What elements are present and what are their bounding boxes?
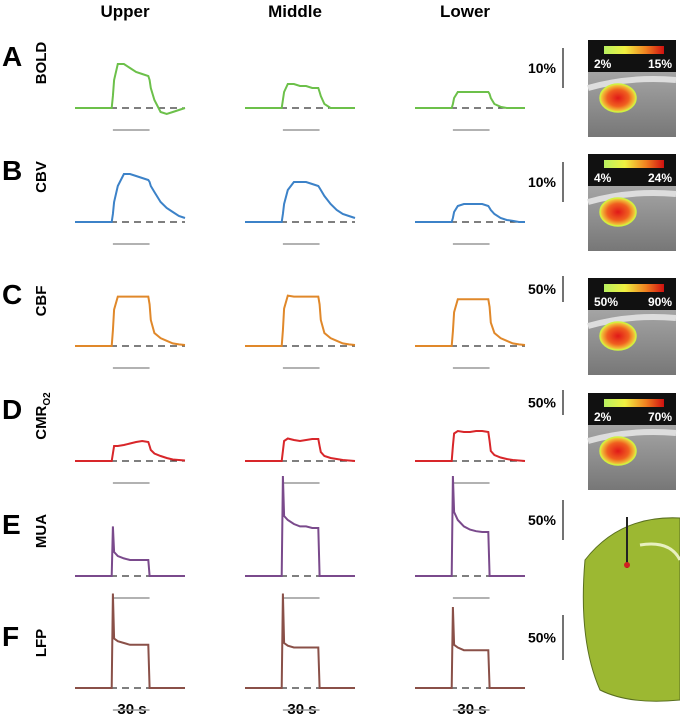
signal-label: BOLD (33, 42, 50, 85)
colorbar-max: 90% (648, 295, 672, 309)
activation-map: 2% 15% (587, 40, 677, 137)
activation-blob (599, 197, 637, 227)
trace (245, 181, 356, 223)
scale-label: 10% (528, 60, 557, 76)
trace (75, 439, 186, 462)
colorbar-max: 70% (648, 410, 672, 424)
colorbar-min: 50% (594, 295, 618, 309)
colorbar (604, 399, 664, 407)
electrode-tip (624, 562, 630, 568)
brain-outline (587, 314, 677, 329)
trace (415, 606, 525, 689)
trace (245, 83, 355, 109)
trace (245, 593, 355, 689)
activation-blob (599, 321, 637, 351)
brain-outline (587, 76, 677, 91)
panel-letter: F (2, 621, 19, 652)
colorbar (604, 46, 664, 54)
signal-label: CBV (33, 161, 50, 193)
brain-outline (587, 429, 677, 444)
panel-letter: E (2, 509, 21, 540)
signal-label: MUA (33, 514, 50, 548)
signal-name: BOLD (33, 42, 50, 85)
trace (415, 429, 526, 462)
colorbar-max: 24% (648, 171, 672, 185)
trace (75, 593, 185, 689)
signal-name: CBV (33, 161, 50, 193)
signal-name: CBF (33, 286, 50, 317)
panel-letter: D (2, 394, 22, 425)
map-header (588, 154, 676, 186)
trace (245, 475, 355, 577)
trace (415, 298, 526, 347)
signal-label: CBF (33, 286, 50, 317)
trace (415, 203, 525, 223)
panel-letter: B (2, 155, 22, 186)
column-header: Lower (440, 2, 490, 21)
trace (245, 294, 356, 347)
trace (75, 63, 186, 116)
trace (415, 475, 525, 577)
brain-outline (587, 190, 677, 205)
colorbar-max: 15% (648, 57, 672, 71)
trace (75, 173, 186, 223)
map-header (588, 40, 676, 72)
scale-label: 50% (528, 512, 557, 528)
signal-name: LFP (33, 629, 50, 657)
activation-map: 50% 90% (587, 278, 677, 375)
scale-label: 50% (528, 281, 557, 297)
signal-label: CMRO2 (33, 392, 53, 440)
column-header: Upper (100, 2, 150, 21)
colorbar-min: 2% (594, 410, 612, 424)
activation-blob (599, 436, 637, 466)
panel-letter: A (2, 41, 22, 72)
activation-map: 4% 24% (587, 154, 677, 251)
scale-label: 50% (528, 630, 557, 646)
column-header: Middle (268, 2, 322, 21)
map-header (588, 393, 676, 425)
colorbar (604, 284, 664, 292)
signal-name: CMR (33, 405, 50, 439)
panel-letter: C (2, 279, 22, 310)
activation-map: 2% 70% (587, 393, 677, 490)
trace (75, 526, 185, 577)
signal-label: LFP (33, 629, 50, 657)
histology (582, 517, 680, 702)
signal-name: MUA (33, 514, 50, 548)
scale-label: 10% (528, 174, 557, 190)
activation-blob (599, 83, 637, 113)
colorbar (604, 160, 664, 168)
trace (415, 91, 525, 109)
trace (75, 295, 186, 347)
scale-label: 50% (528, 395, 557, 411)
signal-subscript: O2 (42, 392, 53, 406)
map-header (588, 278, 676, 310)
colorbar-min: 2% (594, 57, 612, 71)
colorbar-min: 4% (594, 171, 612, 185)
hippocampus (639, 542, 680, 561)
trace (245, 437, 356, 462)
